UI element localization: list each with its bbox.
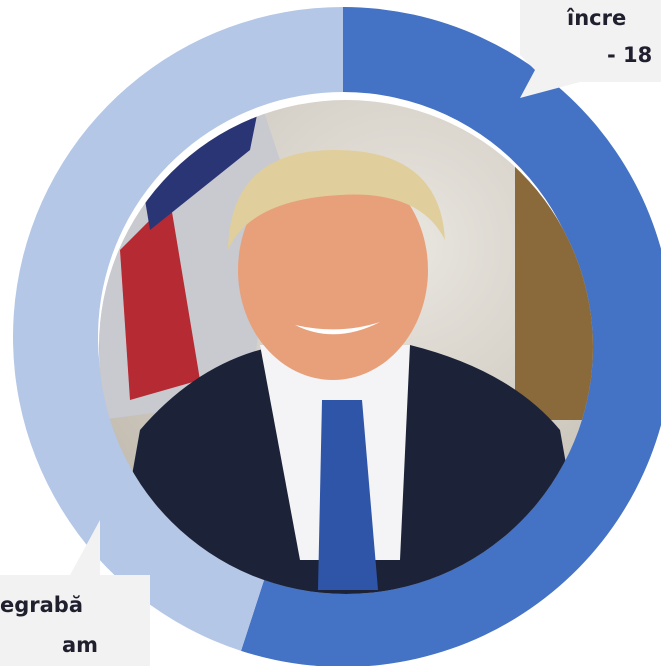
callout-text: - 18 bbox=[607, 43, 652, 67]
callout-text: egrabă bbox=[0, 593, 83, 617]
callout-text: încre bbox=[566, 6, 626, 30]
callout: încre - 18 bbox=[520, 0, 661, 98]
chart: încre - 18 egrabă am bbox=[0, 0, 661, 666]
page: {"chart_data": {"type": "donut", "values… bbox=[0, 0, 661, 666]
callout-text: am bbox=[62, 633, 98, 657]
